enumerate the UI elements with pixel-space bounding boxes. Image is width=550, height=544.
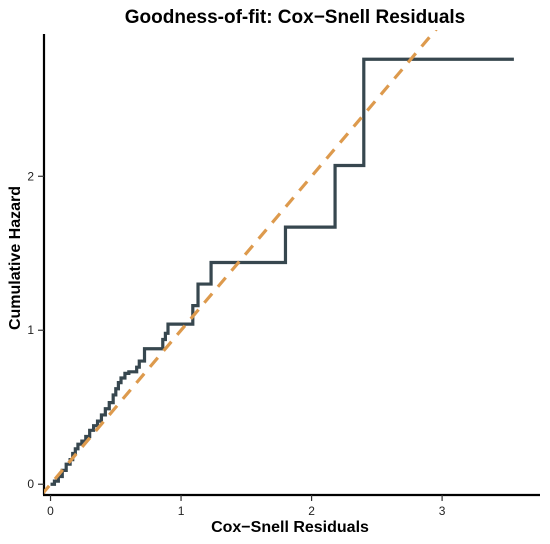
reference-diagonal-line bbox=[44, 30, 438, 495]
y-tick-label: 2 bbox=[27, 169, 34, 183]
y-tick-label: 1 bbox=[27, 323, 34, 337]
y-tick-label: 0 bbox=[27, 477, 34, 491]
cumulative-hazard-step-line bbox=[50, 57, 514, 486]
y-axis-label: Cumulative Hazard bbox=[7, 186, 24, 330]
x-tick-label: 3 bbox=[439, 504, 446, 518]
x-axis-label: Cox−Snell Residuals bbox=[211, 519, 369, 536]
y-ticks: 0 1 2 bbox=[27, 169, 44, 491]
x-tick-label: 0 bbox=[47, 504, 54, 518]
x-tick-label: 1 bbox=[178, 504, 185, 518]
x-ticks: 0 1 2 3 bbox=[47, 495, 446, 518]
x-tick-label: 2 bbox=[308, 504, 315, 518]
chart-title: Goodness-of-fit: Cox−Snell Residuals bbox=[125, 7, 465, 28]
plot-area bbox=[44, 30, 514, 495]
